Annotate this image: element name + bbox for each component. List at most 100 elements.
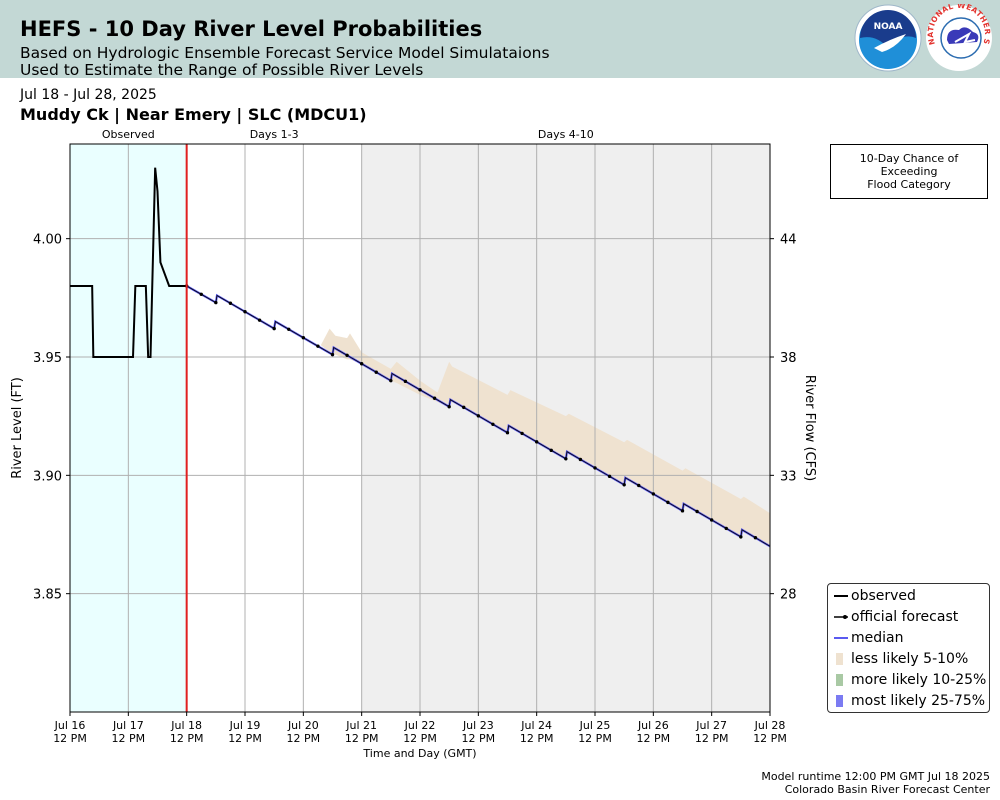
x-tick-label-time: 12 PM [170, 732, 204, 745]
x-tick-label-time: 12 PM [228, 732, 262, 745]
x-tick-label-day: Jul 21 [345, 719, 377, 732]
x-tick-label-day: Jul 28 [754, 719, 786, 732]
x-tick-label-day: Jul 19 [229, 719, 261, 732]
forecast-point [199, 292, 203, 296]
forecast-point [695, 509, 699, 514]
y-axis-label: River Level (FT) [10, 377, 25, 479]
forecast-point [666, 500, 670, 505]
x-axis-label: Time and Day (GMT) [362, 747, 476, 760]
model-runtime: Model runtime 12:00 PM GMT Jul 18 2025 [761, 770, 990, 783]
x-tick-label-day: Jul 23 [462, 719, 494, 732]
forecast-point [374, 370, 378, 374]
forecast-point [593, 466, 597, 470]
forecast-point [680, 509, 685, 513]
legend-item-observed: observed [828, 586, 989, 607]
forecast-point [272, 326, 276, 331]
legend-item-more-likely: more likely 10-25% [828, 670, 989, 691]
x-tick-label-day: Jul 27 [695, 719, 727, 732]
forecast-point [607, 474, 612, 479]
forecast-point [739, 535, 743, 539]
x-tick-label-time: 12 PM [753, 732, 787, 745]
x-tick-label-time: 12 PM [287, 732, 321, 745]
nws-logo: NATIONAL WEATHER SERVICE [925, 4, 992, 71]
forecast-point [564, 457, 568, 461]
forecast-point [753, 536, 758, 540]
forecast-point [316, 344, 320, 348]
forecast-point [724, 526, 728, 531]
x-tick-label-day: Jul 20 [287, 719, 319, 732]
legend-label: less likely 5-10% [851, 651, 969, 667]
flood-box-line3: Flood Category [867, 178, 951, 191]
x-tick-label-day: Jul 18 [170, 719, 202, 732]
x-tick-label-time: 12 PM [53, 732, 87, 745]
legend-item-less-likely: less likely 5-10% [828, 649, 989, 670]
legend-swatch [834, 595, 848, 597]
forecast-point [403, 379, 408, 384]
y2-tick-label: 38 [780, 351, 797, 366]
forecast-point [287, 327, 291, 331]
forecast-point [709, 518, 714, 522]
date-range: Jul 18 - Jul 28, 2025 [20, 87, 157, 103]
legend-item-most-likely: most likely 25-75% [828, 691, 989, 712]
x-tick-label-time: 12 PM [578, 732, 612, 745]
y-tick-label: 3.90 [33, 469, 62, 484]
legend-label: most likely 25-75% [851, 693, 986, 709]
series-observed [70, 167, 187, 358]
legend-label: official forecast [851, 609, 959, 625]
x-tick-label-day: Jul 17 [112, 719, 144, 732]
y-tick-label: 4.00 [33, 233, 62, 248]
forecast-point [257, 318, 262, 322]
y2-tick-label: 33 [780, 469, 797, 484]
legend-item-official-forecast: official forecast [828, 607, 989, 628]
y-tick-label: 3.95 [33, 351, 62, 366]
x-tick-label-time: 12 PM [112, 732, 146, 745]
forecast-point [578, 457, 583, 462]
forecast-point [505, 431, 510, 435]
forecast-point [418, 388, 422, 392]
forecast-point [301, 336, 306, 340]
legend-swatch [834, 637, 848, 639]
legend-label: observed [851, 588, 916, 604]
x-tick-label-time: 12 PM [462, 732, 496, 745]
period-label: Days 4-10 [538, 128, 594, 141]
noaa-logo-text: NOAA [874, 22, 903, 32]
x-tick-label-time: 12 PM [520, 732, 554, 745]
forecast-point [345, 353, 349, 358]
flood-box-line1: 10-Day Chance of [859, 152, 959, 165]
flood-category-box: 10-Day Chance of Exceeding Flood Categor… [830, 144, 988, 199]
legend-label: more likely 10-25% [851, 672, 987, 688]
forecast-point [432, 396, 437, 400]
forecast-point [534, 440, 539, 444]
page-subtitle-line2: Used to Estimate the Range of Possible R… [20, 61, 424, 79]
location-title: Muddy Ck | Near Emery | SLC (MDCU1) [20, 105, 367, 124]
page-title: HEFS - 10 Day River Level Probabilities [20, 17, 483, 41]
forecast-point [462, 405, 466, 410]
legend-swatch [836, 674, 843, 686]
noaa-logo: NOAA [854, 4, 922, 72]
y2-tick-label: 44 [780, 233, 797, 248]
forecast-point [389, 378, 393, 383]
x-tick-label-day: Jul 26 [637, 719, 669, 732]
x-tick-label-day: Jul 25 [579, 719, 611, 732]
forecast-point [228, 301, 233, 305]
footer: Model runtime 12:00 PM GMT Jul 18 2025 C… [761, 770, 990, 796]
x-tick-label-time: 12 PM [345, 732, 379, 745]
legend-swatch [836, 653, 843, 665]
y2-axis-label: River Flow (CFS) [802, 375, 817, 481]
x-tick-label-time: 12 PM [637, 732, 671, 745]
x-tick-label-day: Jul 16 [54, 719, 86, 732]
forecast-point [359, 362, 364, 366]
y-tick-label: 3.85 [33, 588, 62, 603]
flood-box-line2: Exceeding [880, 165, 938, 178]
forecast-point [520, 431, 524, 436]
page-subtitle-line1: Based on Hydrologic Ensemble Forecast Se… [20, 44, 550, 62]
forecast-point [476, 414, 481, 418]
period-label: Observed [102, 128, 155, 141]
legend-label: median [851, 630, 904, 646]
forecast-center: Colorado Basin River Forecast Center [784, 783, 990, 796]
x-tick-label-day: Jul 24 [520, 719, 552, 732]
x-tick-label-time: 12 PM [403, 732, 437, 745]
legend-swatch [836, 695, 843, 707]
band-less-likely-5-10 [320, 328, 770, 547]
